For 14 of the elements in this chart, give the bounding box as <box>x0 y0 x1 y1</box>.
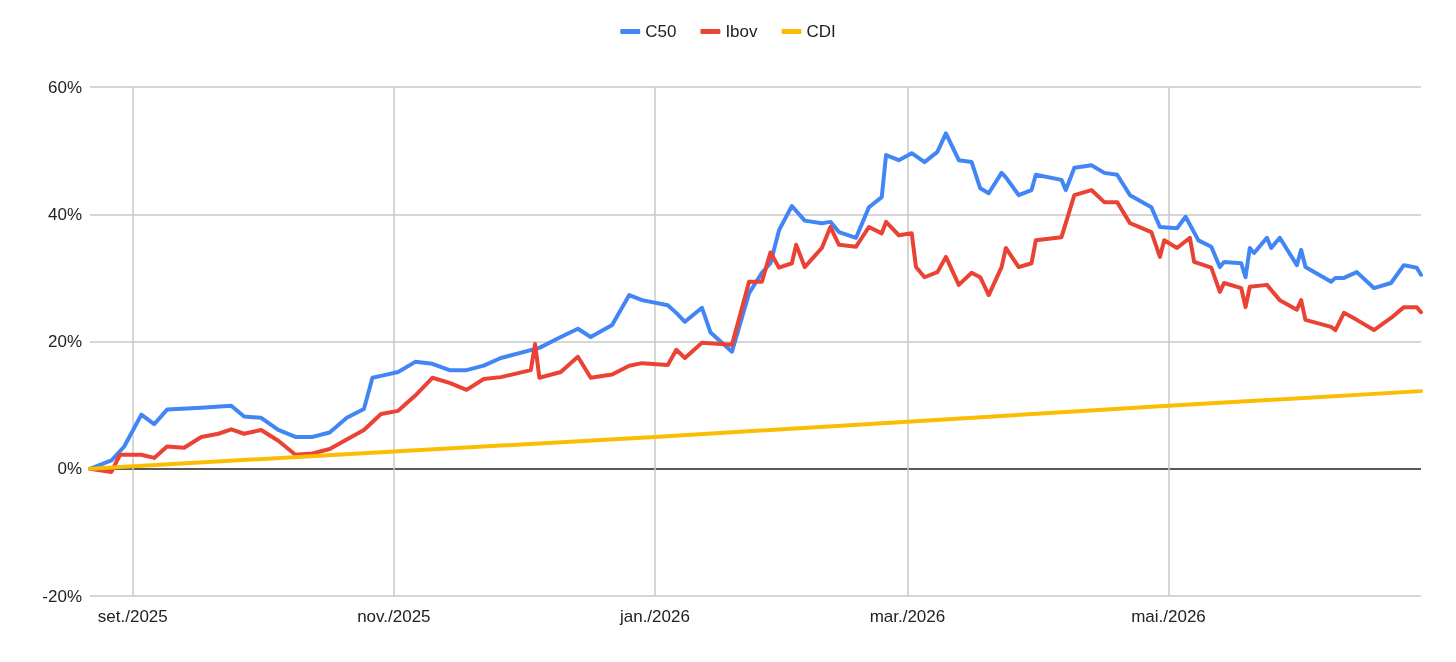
x-tick-label: set./2025 <box>97 607 168 626</box>
legend-label: C50 <box>645 22 677 41</box>
y-tick-label: 20% <box>47 332 82 351</box>
y-tick-label: -20% <box>42 586 82 606</box>
x-tick-label: nov./2025 <box>357 607 431 626</box>
legend-label: Ibov <box>725 22 759 41</box>
x-tick-label: mar./2026 <box>869 607 946 626</box>
line-series <box>88 389 1423 471</box>
x-tick-label: mai./2026 <box>1131 607 1206 626</box>
y-tick-label: 60% <box>47 77 82 97</box>
y-tick-label: 0% <box>57 459 82 479</box>
legend-label: CDI <box>806 22 836 41</box>
y-tick-label: 40% <box>47 204 82 224</box>
x-tick-label: jan./2026 <box>618 607 690 626</box>
